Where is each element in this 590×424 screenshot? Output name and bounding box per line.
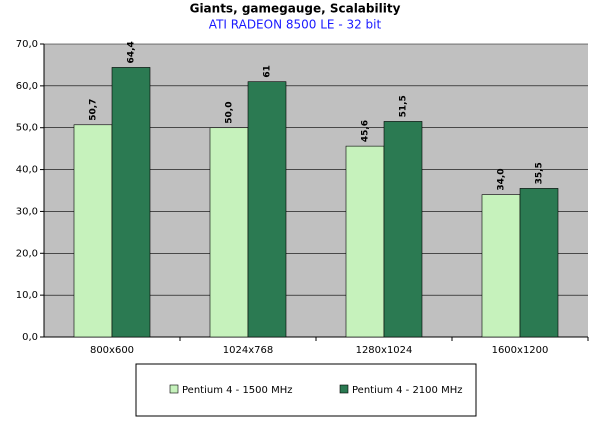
value-label: 51,5 (399, 95, 409, 117)
bar (209, 127, 249, 338)
bar (481, 194, 521, 338)
value-label: 50,7 (89, 99, 99, 121)
x-tick-label: 1600x1200 (492, 345, 549, 356)
legend-label: Pentium 4 - 2100 MHz (352, 385, 462, 396)
bar (383, 121, 423, 338)
value-label: 64,4 (127, 41, 137, 63)
value-label: 34,0 (497, 168, 507, 190)
x-tick-label: 800x600 (90, 345, 134, 356)
y-tick-label: 70,0 (16, 39, 38, 50)
value-label: 61 (263, 65, 273, 78)
x-tick-label: 1024x768 (223, 345, 273, 356)
legend-swatch (169, 384, 179, 394)
legend-label: Pentium 4 - 1500 MHz (182, 385, 292, 396)
value-label: 35,5 (535, 162, 545, 184)
bar (345, 145, 385, 338)
bar (111, 67, 151, 338)
value-label: 50,0 (225, 101, 235, 123)
legend (135, 363, 477, 417)
bar (519, 188, 559, 338)
y-tick-label: 20,0 (16, 248, 38, 259)
chart-title: Giants, gamegauge, Scalability (190, 2, 401, 16)
y-tick-label: 50,0 (16, 123, 38, 134)
y-tick-label: 40,0 (16, 165, 38, 176)
chart-subtitle: ATI RADEON 8500 LE - 32 bit (209, 18, 382, 32)
bar (73, 124, 113, 338)
bar (247, 81, 287, 338)
y-tick-label: 60,0 (16, 81, 38, 92)
value-label: 45,6 (361, 120, 371, 142)
legend-swatch (339, 384, 349, 394)
y-tick-label: 0,0 (22, 332, 38, 343)
y-tick-label: 10,0 (16, 290, 38, 301)
y-tick-label: 30,0 (16, 206, 38, 217)
x-tick-label: 1280x1024 (356, 345, 413, 356)
